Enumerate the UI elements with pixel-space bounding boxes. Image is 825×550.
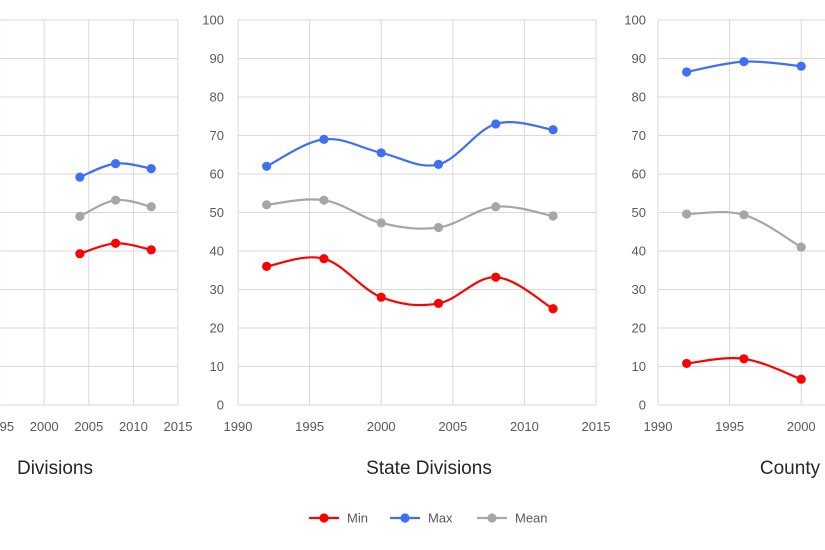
x-tick-label: 2010 <box>510 419 539 434</box>
data-point-min <box>110 238 121 248</box>
y-tick-label: 50 <box>632 205 646 220</box>
data-point-mean <box>146 202 156 212</box>
data-point-min <box>75 249 85 259</box>
y-tick-label: 90 <box>210 51 224 66</box>
legend-label-max: Max <box>428 511 453 526</box>
data-point-min <box>376 292 386 302</box>
data-point-mean <box>110 195 121 205</box>
x-tick-label: 1990 <box>644 419 673 434</box>
y-tick-label: 80 <box>632 90 646 105</box>
data-point-max <box>110 159 121 169</box>
x-tick-label: 1995 <box>295 419 324 434</box>
y-tick-label: 20 <box>210 321 224 336</box>
data-point-mean <box>376 218 386 228</box>
data-point-mean <box>319 195 329 205</box>
data-point-max <box>682 67 692 77</box>
chart-title: County <box>760 458 821 479</box>
data-point-min <box>262 261 272 271</box>
chart-panel-1: 199019952000200520102015Divisions <box>0 19 193 479</box>
data-point-max <box>433 159 444 169</box>
x-tick-label: 1995 <box>0 419 14 434</box>
y-tick-label: 50 <box>210 205 224 220</box>
y-tick-label: 80 <box>210 90 224 105</box>
y-tick-label: 10 <box>632 359 646 374</box>
y-tick-label: 30 <box>210 282 224 297</box>
data-point-max <box>491 119 501 129</box>
chart-title: State Divisions <box>366 458 492 479</box>
legend-label-min: Min <box>347 511 368 526</box>
data-point-max <box>262 161 272 171</box>
y-tick-label: 0 <box>217 398 224 413</box>
y-tick-label: 20 <box>632 321 646 336</box>
data-point-mean <box>491 202 501 212</box>
x-tick-label: 2005 <box>74 419 103 434</box>
legend-marker-min <box>319 513 329 523</box>
x-tick-label: 2000 <box>787 419 816 434</box>
y-tick-label: 40 <box>210 244 224 259</box>
data-point-min <box>319 254 329 264</box>
y-tick-label: 0 <box>639 398 646 413</box>
chart-panel-3: 0102030405060708090100199019952000200520… <box>624 13 825 479</box>
data-point-max <box>796 61 806 71</box>
x-tick-label: 2010 <box>119 419 148 434</box>
y-tick-label: 90 <box>632 51 646 66</box>
data-point-max <box>146 164 156 174</box>
x-tick-label: 1995 <box>715 419 744 434</box>
data-point-mean <box>548 211 558 221</box>
data-point-max <box>376 148 386 158</box>
y-tick-label: 70 <box>210 128 224 143</box>
data-point-mean <box>433 222 444 233</box>
chart-panel-2: 0 10 20 30 40 50 60 70 80 90 100 1990 1995 2000 2005 20… <box>202 13 610 480</box>
data-point-mean <box>796 242 806 252</box>
data-point-max <box>319 134 329 144</box>
legend-marker-max <box>400 513 410 523</box>
legend-label-mean: Mean <box>515 511 548 526</box>
data-point-min <box>548 304 558 314</box>
y-tick-label: 40 <box>632 244 646 259</box>
data-point-min <box>433 298 444 308</box>
data-point-mean <box>682 209 692 219</box>
data-point-mean <box>739 210 749 220</box>
chart-title: Divisions <box>17 458 93 479</box>
y-tick-label: 60 <box>210 167 224 182</box>
data-point-mean <box>75 211 85 221</box>
y-tick-label: 100 <box>624 13 646 28</box>
x-tick-label: 2015 <box>582 419 611 434</box>
x-tick-label: 2000 <box>30 419 59 434</box>
x-tick-label: 2005 <box>438 419 467 434</box>
y-tick-label: 100 <box>202 13 224 28</box>
data-point-max <box>75 172 85 182</box>
x-tick-label: 1990 <box>224 419 253 434</box>
legend-marker-mean <box>487 513 497 523</box>
data-point-max <box>548 125 558 135</box>
y-tick-label: 60 <box>632 167 646 182</box>
y-tick-label: 70 <box>632 128 646 143</box>
data-point-min <box>491 272 501 282</box>
data-point-mean <box>262 200 272 210</box>
data-point-min <box>796 374 806 384</box>
y-tick-label: 10 <box>210 359 224 374</box>
x-tick-label: 2000 <box>367 419 396 434</box>
data-point-min <box>739 354 749 364</box>
data-point-min <box>146 245 156 255</box>
series-line-mean <box>265 198 555 230</box>
x-tick-label: 2015 <box>164 419 193 434</box>
data-point-max <box>739 56 749 67</box>
y-tick-label: 30 <box>632 282 646 297</box>
legend: Min Max Mean <box>309 511 548 526</box>
data-point-min <box>682 358 692 369</box>
